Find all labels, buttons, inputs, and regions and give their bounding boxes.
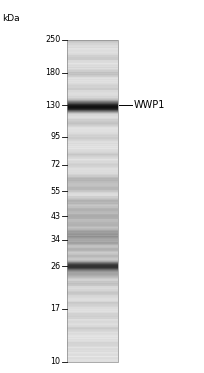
Text: kDa: kDa: [2, 14, 20, 23]
Bar: [67, 40, 118, 362]
Text: 130: 130: [45, 101, 61, 110]
Text: 250: 250: [45, 35, 61, 44]
Text: 180: 180: [45, 68, 61, 77]
Text: WWP1: WWP1: [134, 100, 165, 110]
Text: 10: 10: [51, 357, 61, 367]
Text: 34: 34: [51, 235, 61, 244]
Text: 43: 43: [51, 211, 61, 220]
Text: 95: 95: [50, 132, 61, 141]
Text: 72: 72: [50, 160, 61, 169]
Text: 26: 26: [50, 262, 61, 271]
Text: 55: 55: [50, 187, 61, 196]
Text: 17: 17: [50, 304, 61, 313]
